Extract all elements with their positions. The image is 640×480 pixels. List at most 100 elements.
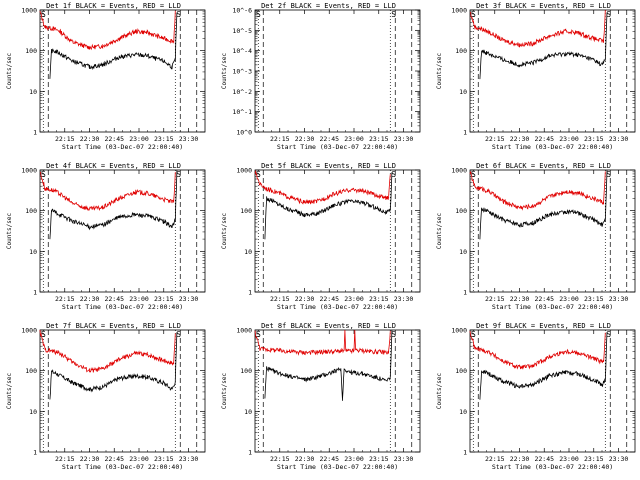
x-axis-label: Start Time (03-Dec-07 22:00:40) [492, 463, 613, 471]
start-marker: S [471, 10, 476, 19]
y-tick-label: 1 [33, 129, 37, 137]
end-marker: S [391, 10, 396, 19]
x-tick-label: 23:00 [344, 295, 364, 303]
x-tick-label: 22:15 [485, 455, 505, 463]
x-tick-label: 22:45 [534, 295, 554, 303]
y-tick-label: 1 [463, 129, 467, 137]
x-tick-label: 22:45 [319, 135, 339, 143]
panel-6f: Det 6f BLACK = Events, RED = LLD Counts/s… [436, 162, 636, 311]
panel-2f: Det 2f BLACK = Events, RED = LLD Counts/s… [221, 2, 421, 151]
series-line-events [479, 12, 608, 80]
y-tick-label: 10^-5 [232, 27, 252, 35]
start-marker: S [41, 330, 46, 339]
x-tick-label: 23:30 [394, 455, 414, 463]
y-axis-label: Counts/sec [436, 213, 443, 250]
panel-title: Det 9f BLACK = Events, RED = LLD [476, 322, 611, 330]
x-tick-label: 22:45 [319, 455, 339, 463]
x-tick-label: 23:15 [154, 135, 174, 143]
x-axis-label: Start Time (03-Dec-07 22:00:40) [492, 303, 613, 311]
y-tick-label: 10^-4 [232, 47, 252, 55]
y-tick-label: 100 [240, 367, 252, 375]
panel-title: Det 3f BLACK = Events, RED = LLD [476, 2, 611, 10]
y-tick-label: 10^-6 [232, 7, 252, 15]
x-tick-label: 23:30 [394, 135, 414, 143]
x-axis-label: Start Time (03-Dec-07 22:00:40) [492, 143, 613, 151]
x-tick-label: 22:30 [295, 455, 315, 463]
y-tick-label: 1 [33, 289, 37, 297]
y-tick-label: 1000 [236, 167, 252, 175]
series-line-lld [39, 171, 176, 212]
x-tick-label: 22:45 [534, 455, 554, 463]
end-marker: S [176, 10, 181, 19]
series-line-lld [469, 171, 606, 211]
y-tick-label: 100 [25, 367, 37, 375]
panel-title: Det 7f BLACK = Events, RED = LLD [46, 322, 181, 330]
end-marker: S [606, 10, 611, 19]
y-axis-label: Counts/sec [6, 373, 13, 410]
y-tick-label: 100 [455, 367, 467, 375]
x-tick-label: 23:15 [584, 455, 604, 463]
y-tick-label: 100 [25, 207, 37, 215]
series-line-lld [39, 329, 176, 373]
y-tick-label: 10 [459, 248, 467, 256]
x-tick-label: 23:00 [559, 455, 579, 463]
x-tick-label: 23:15 [154, 295, 174, 303]
x-tick-label: 22:15 [55, 135, 75, 143]
x-tick-label: 23:30 [179, 295, 199, 303]
y-tick-label: 1000 [21, 7, 37, 15]
x-tick-label: 23:00 [129, 135, 149, 143]
x-tick-label: 23:30 [394, 295, 414, 303]
x-tick-label: 23:00 [344, 455, 364, 463]
x-tick-label: 23:30 [609, 135, 629, 143]
x-tick-label: 23:15 [584, 295, 604, 303]
series-line-events [479, 170, 608, 240]
series-line-lld [254, 169, 391, 205]
x-tick-label: 22:30 [510, 295, 530, 303]
x-tick-label: 22:45 [104, 455, 124, 463]
x-tick-label: 23:15 [584, 135, 604, 143]
y-tick-label: 10 [29, 248, 37, 256]
y-tick-label: 1 [33, 449, 37, 457]
x-tick-label: 22:15 [485, 295, 505, 303]
x-tick-label: 22:15 [270, 135, 290, 143]
y-tick-label: 10^-1 [232, 108, 252, 116]
x-tick-label: 22:45 [534, 135, 554, 143]
series-line-events [49, 170, 178, 240]
x-tick-label: 23:00 [129, 455, 149, 463]
series-line-events [264, 172, 393, 240]
x-tick-label: 22:15 [270, 295, 290, 303]
y-tick-label: 1000 [236, 327, 252, 335]
y-tick-label: 100 [455, 47, 467, 55]
panel-4f: Det 4f BLACK = Events, RED = LLD Counts/s… [6, 162, 206, 311]
panel-title: Det 1f BLACK = Events, RED = LLD [46, 2, 181, 10]
x-tick-label: 23:15 [369, 135, 389, 143]
x-tick-label: 22:45 [104, 135, 124, 143]
x-axis-label: Start Time (03-Dec-07 22:00:40) [277, 143, 398, 151]
y-tick-label: 100 [455, 207, 467, 215]
y-axis-label: Counts/sec [436, 373, 443, 410]
x-tick-label: 22:15 [55, 295, 75, 303]
x-tick-label: 22:30 [295, 295, 315, 303]
series-line-lld [39, 10, 176, 51]
x-tick-label: 22:30 [80, 455, 100, 463]
y-tick-label: 10 [244, 248, 252, 256]
y-tick-label: 100 [25, 47, 37, 55]
panel-title: Det 4f BLACK = Events, RED = LLD [46, 162, 181, 170]
x-tick-label: 23:15 [369, 455, 389, 463]
end-marker: S [391, 330, 396, 339]
y-tick-label: 1 [463, 289, 467, 297]
y-tick-label: 10 [29, 408, 37, 416]
series-line-events [479, 332, 608, 400]
x-tick-label: 23:30 [609, 455, 629, 463]
panel-7f: Det 7f BLACK = Events, RED = LLD Counts/s… [6, 322, 206, 471]
x-tick-label: 23:30 [179, 455, 199, 463]
series-line-lld [469, 10, 606, 48]
panel-title: Det 5f BLACK = Events, RED = LLD [261, 162, 396, 170]
x-tick-label: 22:30 [80, 295, 100, 303]
y-tick-label: 1 [248, 289, 252, 297]
x-tick-label: 23:00 [129, 295, 149, 303]
panel-3f: Det 3f BLACK = Events, RED = LLD Counts/s… [436, 2, 636, 151]
series-line-events [264, 329, 393, 401]
x-tick-label: 22:30 [510, 135, 530, 143]
panel-1f: Det 1f BLACK = Events, RED = LLD Counts/s… [6, 2, 206, 151]
